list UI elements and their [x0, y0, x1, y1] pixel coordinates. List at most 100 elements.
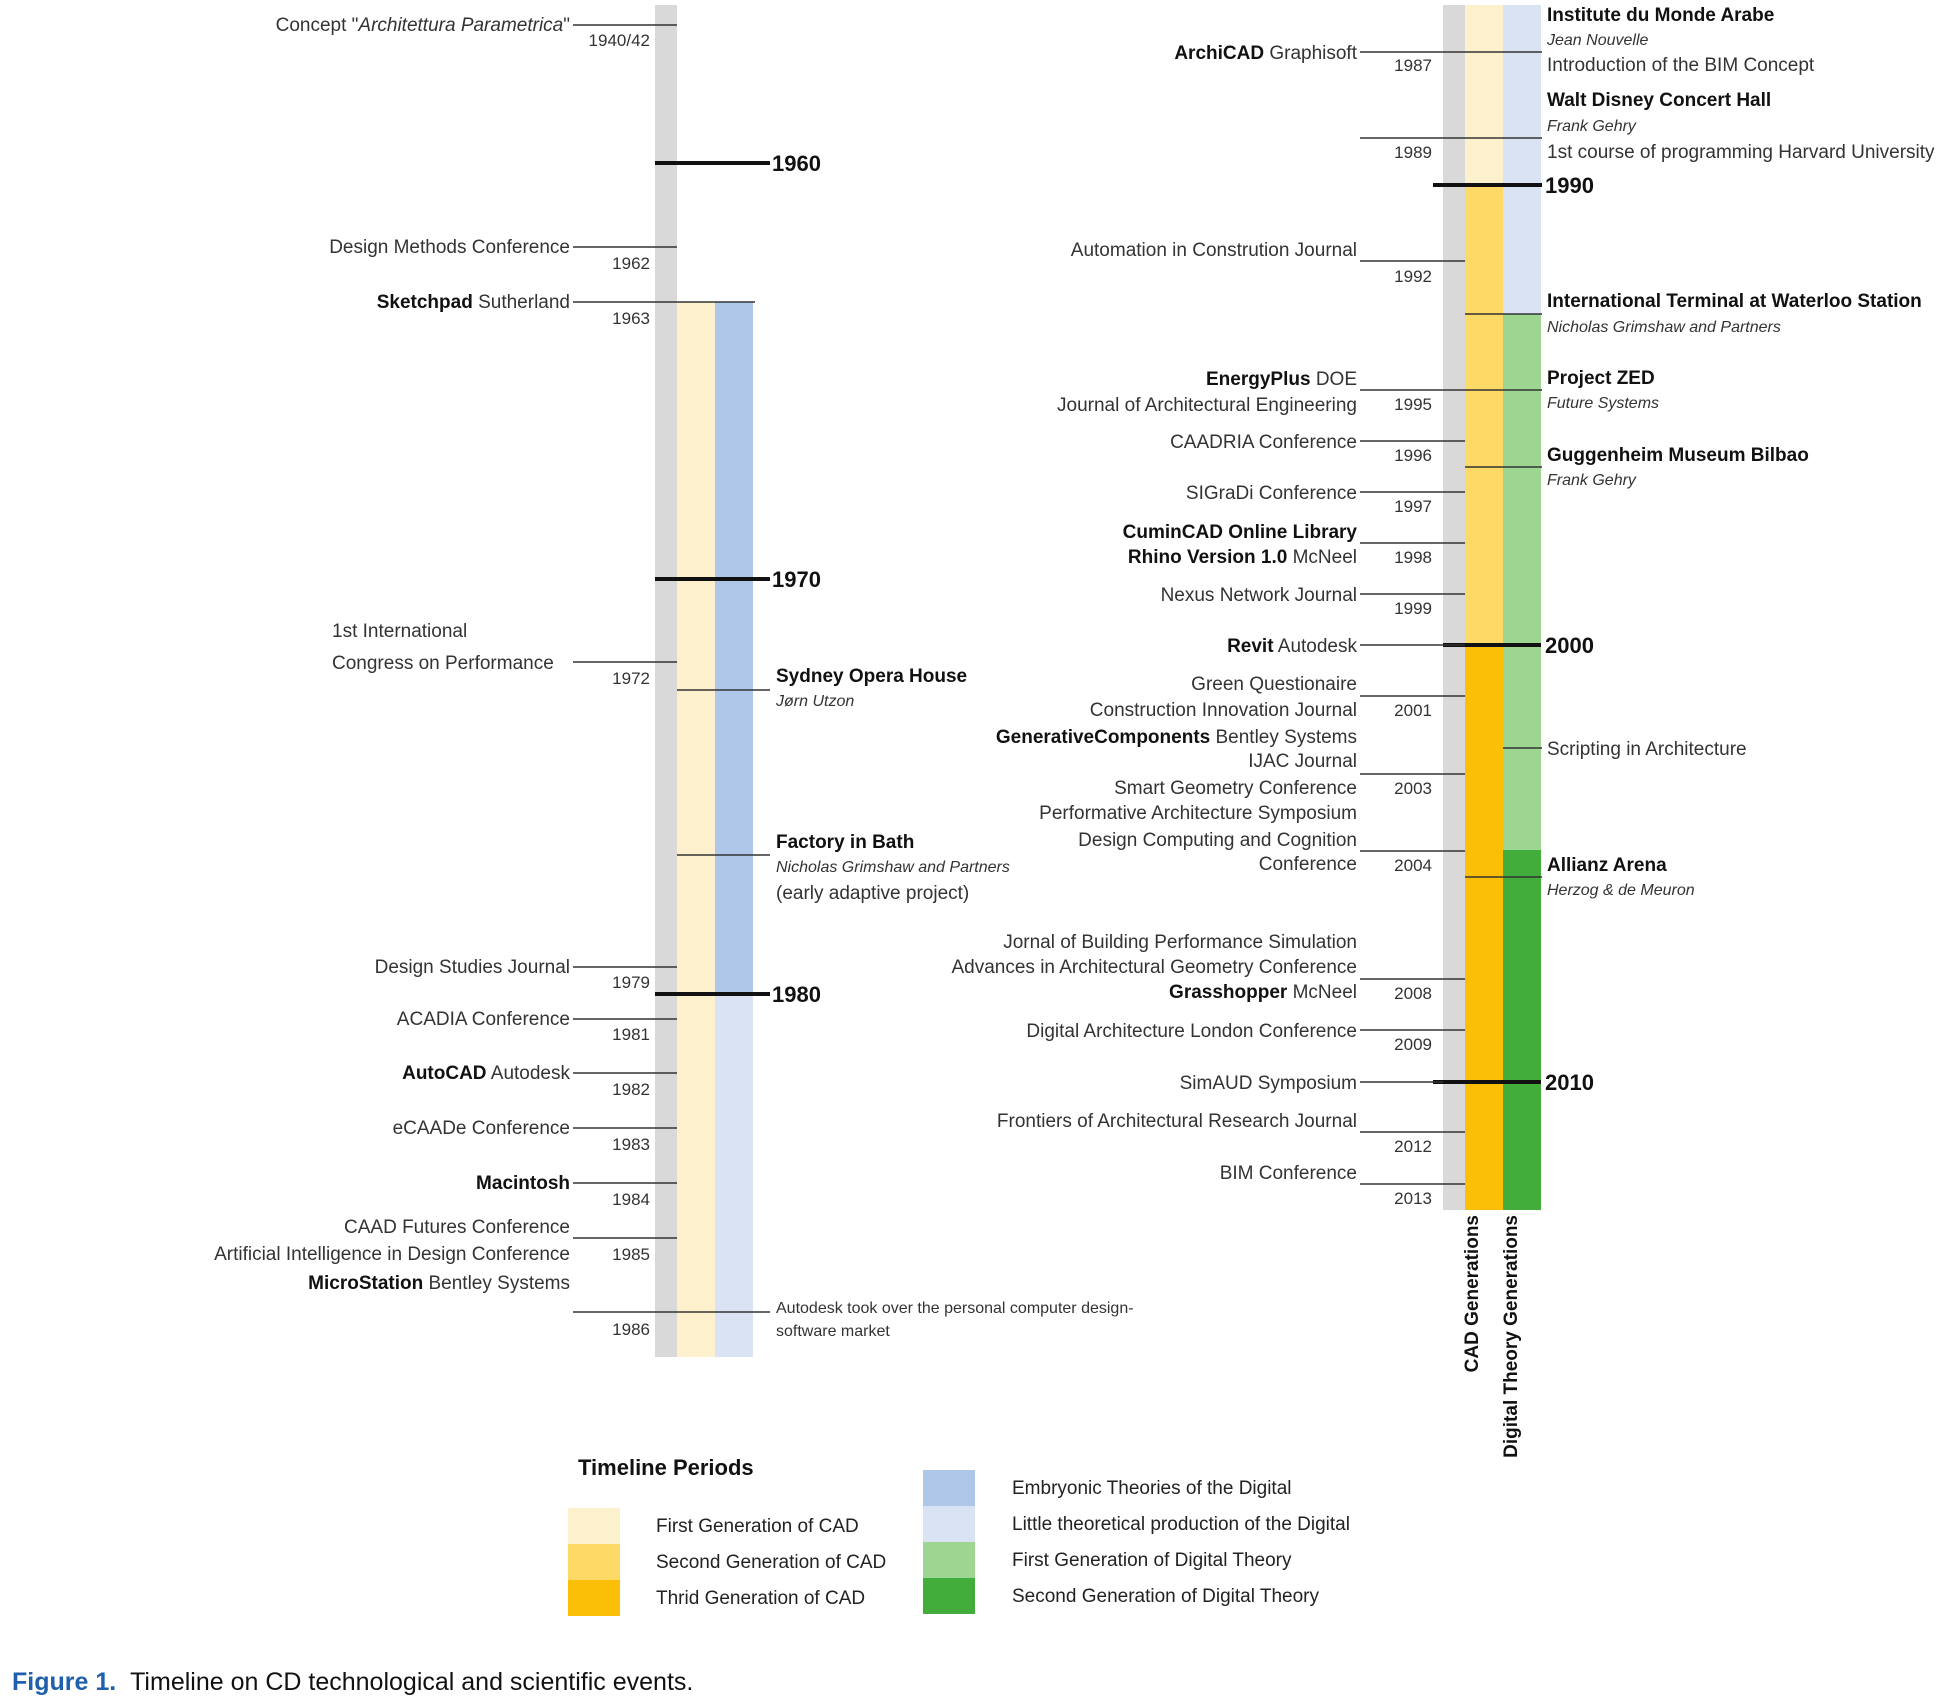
- event-label: IJAC Journal: [1248, 751, 1357, 772]
- event-label: SimAUD Symposium: [1180, 1073, 1357, 1094]
- year-label: 1982: [612, 1080, 650, 1099]
- legend-label: Second Generation of Digital Theory: [1012, 1586, 1319, 1607]
- event-label: Artificial Intelligence in Design Confer…: [214, 1244, 570, 1265]
- project-author: Jean Nouvelle: [1546, 32, 1649, 49]
- event-label: Performative Architecture Symposium: [1039, 803, 1357, 824]
- project-author: Nicholas Grimshaw and Partners: [776, 859, 1010, 876]
- legend-label: First Generation of Digital Theory: [1012, 1550, 1292, 1571]
- event-label: Smart Geometry Conference: [1114, 778, 1357, 799]
- year-label: 1963: [612, 309, 650, 328]
- year-label: 1998: [1394, 548, 1432, 567]
- left-timeline: 1960 1970 1980 1940/42 1962 1963: [214, 5, 1134, 1357]
- year-label: 1983: [612, 1135, 650, 1154]
- year-label: 1987: [1394, 56, 1432, 75]
- legend-label: First Generation of CAD: [656, 1516, 859, 1537]
- event-label: Journal of Architectural Engineering: [1057, 395, 1357, 416]
- event-label: Nexus Network Journal: [1161, 585, 1357, 606]
- event-label: GenerativeComponents Bentley Systems: [996, 727, 1357, 748]
- year-label: 1999: [1394, 599, 1432, 618]
- project-note: (early adaptive project): [776, 883, 969, 904]
- year-label: 2004: [1394, 856, 1432, 875]
- project-note: Autodesk took over the personal computer…: [776, 1300, 1134, 1317]
- event-label: CuminCAD Online Library: [1123, 522, 1358, 543]
- figure-label: Figure 1.: [12, 1668, 117, 1696]
- legend-swatch: [923, 1578, 975, 1614]
- project-author: Frank Gehry: [1547, 118, 1637, 135]
- digital-first-generation-band: [1503, 314, 1541, 850]
- event-label: Congress on Performance: [332, 653, 554, 674]
- decade-2000: 2000: [1545, 633, 1594, 658]
- year-label: 2009: [1394, 1035, 1432, 1054]
- project-title: Allianz Arena: [1547, 855, 1667, 876]
- event-label: Construction Innovation Journal: [1090, 700, 1357, 721]
- event-label: Automation in Constrution Journal: [1071, 240, 1357, 261]
- event-label: CAAD Futures Conference: [344, 1217, 570, 1238]
- event-label: CAADRIA Conference: [1170, 432, 1357, 453]
- project-note: Introduction of the BIM Concept: [1547, 55, 1815, 76]
- decade-1980: 1980: [772, 982, 821, 1007]
- project-note: 1st course of programming Harvard Univer…: [1547, 142, 1935, 163]
- event-label: Grasshopper McNeel: [1169, 982, 1357, 1003]
- project-author: Herzog & de Meuron: [1547, 882, 1695, 899]
- legend-label: Second Generation of CAD: [656, 1552, 886, 1573]
- project-title: Institute du Monde Arabe: [1547, 5, 1774, 26]
- legend-label: Embryonic Theories of the Digital: [1012, 1478, 1292, 1499]
- event-label: Conference: [1259, 854, 1357, 875]
- event-label: Revit Autodesk: [1227, 636, 1357, 657]
- project-author: Jørn Utzon: [775, 693, 854, 710]
- project-title: Walt Disney Concert Hall: [1547, 90, 1771, 111]
- right-axis-bar: [1443, 5, 1465, 1210]
- event-label: Rhino Version 1.0 McNeel: [1128, 547, 1357, 568]
- event-label: Advances in Architectural Geometry Confe…: [951, 957, 1357, 978]
- year-label: 1996: [1394, 446, 1432, 465]
- left-axis-bar: [655, 5, 677, 1357]
- project-author: Frank Gehry: [1547, 472, 1637, 489]
- year-label: 1992: [1394, 267, 1432, 286]
- year-label: 1995: [1394, 395, 1432, 414]
- event-label: BIM Conference: [1220, 1163, 1357, 1184]
- project-title: International Terminal at Waterloo Stati…: [1547, 291, 1922, 312]
- event-label: eCAADe Conference: [393, 1118, 570, 1139]
- decade-1960: 1960: [772, 151, 821, 176]
- left-project-connectors: [677, 689, 770, 1313]
- project-title: Sydney Opera House: [776, 666, 967, 687]
- year-label: 2013: [1394, 1189, 1432, 1208]
- event-label: Concept "Architettura Parametrica": [276, 15, 570, 36]
- legend-label: Little theoretical production of the Dig…: [1012, 1514, 1350, 1535]
- figure-caption: Figure 1. Timeline on CD technological a…: [12, 1668, 693, 1697]
- digital-theory-axis-label: Digital Theory Generations: [1501, 1215, 1522, 1458]
- right-connectors: [1360, 51, 1465, 1185]
- year-label: 1972: [612, 669, 650, 688]
- legend-swatch: [923, 1470, 975, 1506]
- digital-little-band: [1503, 5, 1541, 314]
- year-label: 2012: [1394, 1137, 1432, 1156]
- year-label: 1979: [612, 973, 650, 992]
- cad-generations-axis-label: CAD Generations: [1462, 1215, 1483, 1372]
- year-label: 1940/42: [589, 31, 650, 50]
- event-label: Macintosh: [476, 1173, 570, 1194]
- left-digital-embryonic-band: [715, 302, 753, 994]
- figure-caption-text: Timeline on CD technological and scienti…: [130, 1668, 694, 1696]
- cad-third-generation-band: [1465, 645, 1503, 1210]
- left-connectors: [573, 24, 755, 1313]
- year-label: 1997: [1394, 497, 1432, 516]
- event-label: Design Methods Conference: [329, 237, 570, 258]
- event-label: Green Questionaire: [1191, 674, 1357, 695]
- event-label: Jornal of Building Performance Simulatio…: [1003, 932, 1357, 953]
- cad-first-generation-band: [1465, 5, 1503, 185]
- project-note: software market: [776, 1323, 890, 1340]
- left-cad-first-generation-band: [677, 302, 715, 1357]
- year-label: 1981: [612, 1025, 650, 1044]
- legend-swatch: [568, 1508, 620, 1544]
- event-label: EnergyPlus DOE: [1206, 369, 1357, 390]
- digital-second-generation-band: [1503, 850, 1541, 1210]
- project-author: Future Systems: [1547, 395, 1659, 412]
- event-label: MicroStation Bentley Systems: [308, 1273, 570, 1294]
- event-label: Design Computing and Cognition: [1078, 830, 1357, 851]
- event-label: Frontiers of Architectural Research Jour…: [997, 1111, 1357, 1132]
- decade-1970: 1970: [772, 567, 821, 592]
- project-author: Nicholas Grimshaw and Partners: [1547, 319, 1781, 336]
- project-note: Scripting in Architecture: [1547, 739, 1747, 760]
- year-label: 2001: [1394, 701, 1432, 720]
